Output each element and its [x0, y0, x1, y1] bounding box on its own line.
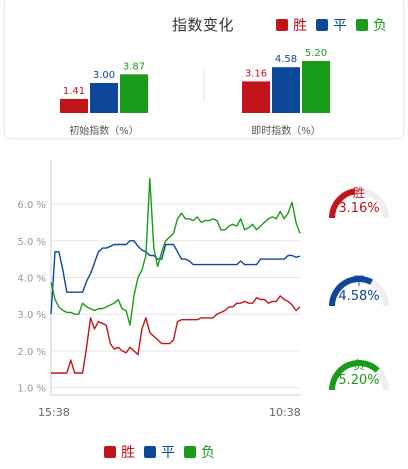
- page-title: 指数变化: [172, 16, 235, 34]
- bar-value-label: 5.20: [305, 48, 327, 59]
- gauge-draw-fill: [329, 276, 373, 307]
- bar-loss-1: [302, 61, 330, 113]
- gauge-win: 胜 3.16%: [326, 170, 392, 226]
- legend-bottom-swatch-loss: [184, 446, 196, 458]
- bar-draw-0: [90, 83, 118, 113]
- gauge-loss-value: 5.20%: [338, 373, 380, 388]
- legend-bottom-label-loss: 负: [201, 445, 215, 461]
- legend-top: 胜 平 负: [276, 15, 396, 35]
- legend-bottom-swatch-draw: [144, 446, 156, 458]
- gauge-draw: 平 4.58%: [326, 258, 392, 314]
- gauge-draw-label: 平: [352, 274, 365, 288]
- bar-value-label: 4.58: [275, 54, 297, 65]
- gauge-draw-arc: [329, 276, 389, 307]
- y-tick-label: 5.0 %: [17, 237, 46, 248]
- legend-item-draw[interactable]: 平: [316, 15, 347, 35]
- legend-bottom-label-draw: 平: [161, 445, 175, 461]
- legend-swatch-draw: [316, 19, 328, 31]
- bar-group-label: 初始指数（%）: [69, 124, 139, 137]
- gauge-win-fill: [329, 188, 356, 219]
- legend-label-draw: 平: [333, 18, 347, 34]
- legend-bottom-label-win: 胜: [121, 445, 135, 461]
- bar-loss-0: [120, 74, 148, 113]
- y-tick-label: 1.0 %: [17, 384, 46, 395]
- bar-chart: 1.41 3.00 3.87 初始指数（%） 3.16 4.58 5.20 即时指数（%）: [60, 48, 330, 137]
- gauge-win-value: 3.16%: [338, 201, 380, 216]
- gauge-loss-arc: [329, 360, 389, 391]
- bar-win-1: [242, 81, 270, 113]
- index-summary-card: [4, 0, 404, 139]
- bar-win-0: [60, 98, 88, 113]
- y-tick-label: 4.0 %: [17, 274, 46, 285]
- legend-item-loss[interactable]: 负: [356, 15, 387, 35]
- gauge-win-label: 胜: [352, 186, 365, 200]
- legend-item-win[interactable]: 胜: [276, 15, 307, 35]
- y-tick-label: 2.0 %: [17, 347, 46, 358]
- legend-bottom-item-draw[interactable]: 平: [144, 442, 175, 462]
- legend-bottom-item-win[interactable]: 胜: [104, 442, 135, 462]
- legend-label-loss: 负: [373, 18, 387, 34]
- bar-group-label: 即时指数（%）: [251, 124, 321, 137]
- legend-swatch-win: [276, 19, 288, 31]
- bar-value-label: 3.87: [123, 61, 145, 72]
- gauge-win-arc: [329, 188, 389, 219]
- line-series-draw: [50, 240, 301, 315]
- legend-swatch-loss: [356, 19, 368, 31]
- y-tick-label: 6.0 %: [17, 200, 46, 211]
- gauge-loss-label: 负: [352, 358, 365, 372]
- y-tick-label: 3.0 %: [17, 310, 46, 321]
- bar-value-label: 1.41: [63, 86, 85, 97]
- legend-bottom-item-loss[interactable]: 负: [184, 442, 215, 462]
- x-tick-label: 10:38: [269, 406, 301, 419]
- legend-label-win: 胜: [293, 18, 307, 34]
- bar-value-label: 3.00: [93, 70, 115, 81]
- line-series-loss: [50, 177, 301, 326]
- bar-value-label: 3.16: [245, 68, 267, 79]
- bar-draw-1: [272, 67, 300, 113]
- legend-bottom-swatch-win: [104, 446, 116, 458]
- gauge-loss: 负 5.20%: [326, 342, 392, 398]
- legend-bottom: 胜 平 负: [104, 442, 224, 462]
- gauge-loss-fill: [329, 360, 380, 391]
- gauge-draw-value: 4.58%: [338, 289, 380, 304]
- line-series-win: [51, 295, 301, 374]
- x-tick-label: 15:38: [38, 406, 70, 419]
